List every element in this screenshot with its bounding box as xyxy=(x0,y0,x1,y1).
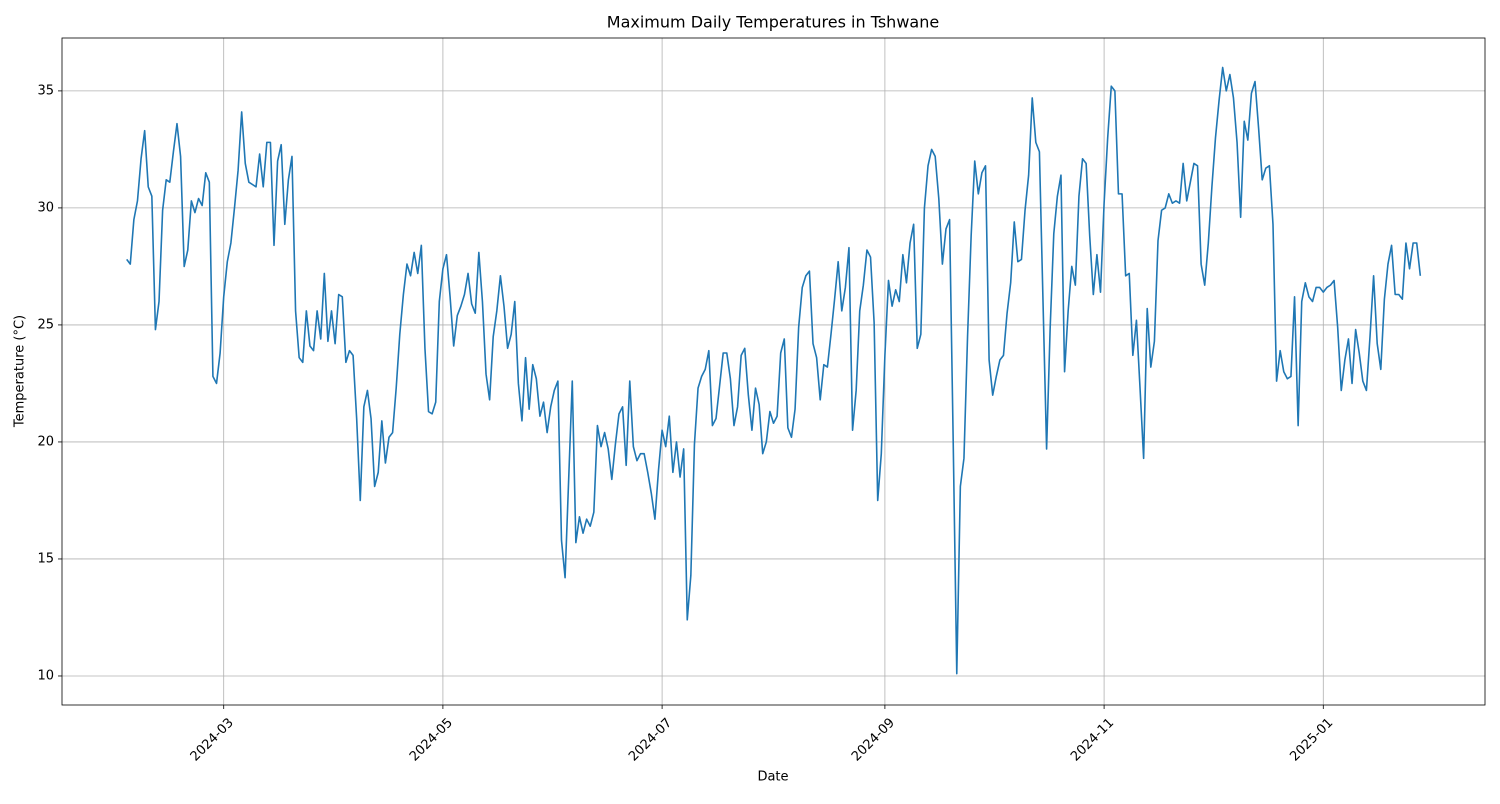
plot-frame xyxy=(61,37,1486,706)
y-tick-label: 30 xyxy=(37,200,54,215)
y-tick-label: 25 xyxy=(37,317,54,332)
y-tick-label: 10 xyxy=(37,668,54,683)
y-tick-label: 15 xyxy=(37,551,54,566)
chart-title: Maximum Daily Temperatures in Tshwane xyxy=(607,13,939,32)
y-tick-label: 35 xyxy=(37,83,54,98)
y-axis-label: Temperature (°C) xyxy=(13,315,28,428)
x-axis-label: Date xyxy=(757,770,788,785)
y-tick-label: 20 xyxy=(37,434,54,449)
data-line xyxy=(126,66,1422,675)
